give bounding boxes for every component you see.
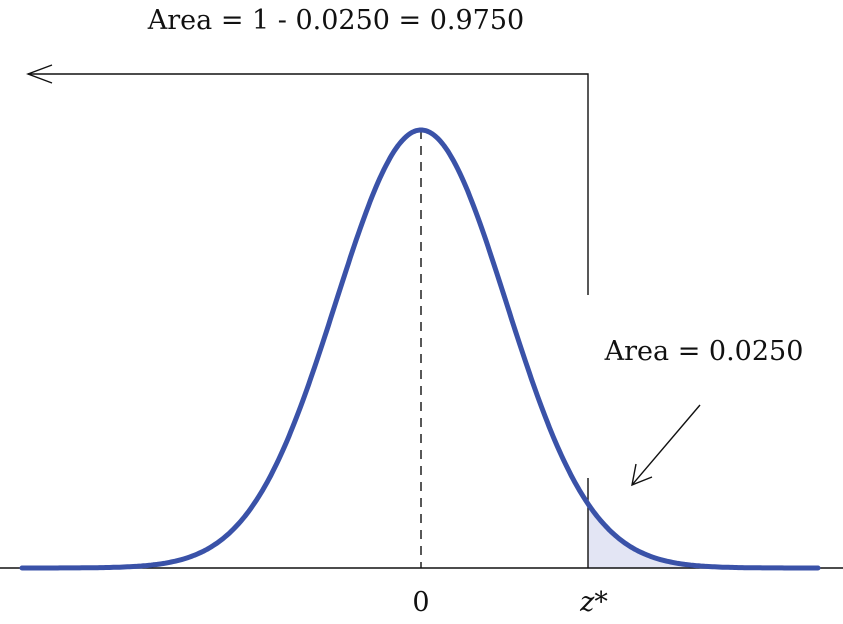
left-area-bracket xyxy=(28,73,589,295)
tail-pointer-line xyxy=(631,404,701,486)
normal-curve xyxy=(19,127,821,571)
left-area-label: Area = 1 - 0.0250 = 0.9750 xyxy=(147,5,524,36)
tail-pointer-arrowhead-icon xyxy=(631,463,653,487)
mean-tick-label: 0 xyxy=(412,587,429,618)
tail-area-label: Area = 0.0250 xyxy=(604,336,804,367)
shaded-tail-area xyxy=(588,503,818,568)
z-star-tick-label: z* xyxy=(579,587,608,618)
bracket-arrowhead-icon xyxy=(26,64,53,84)
